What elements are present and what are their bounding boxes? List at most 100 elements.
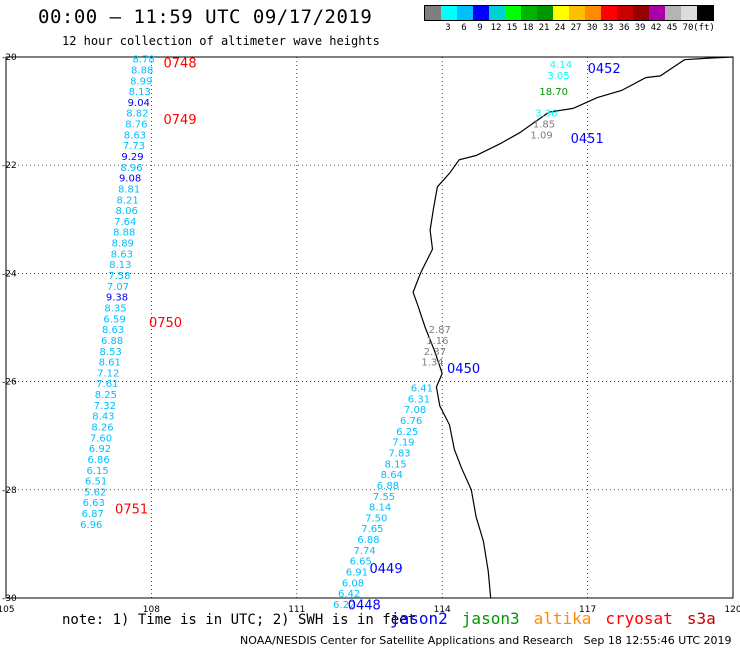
swh-value: 18.70 xyxy=(539,87,568,98)
legend-label: 12 xyxy=(490,23,502,33)
swh-value: 8.15 xyxy=(385,459,407,470)
swh-value: 6.25 xyxy=(396,427,418,438)
legend-swatch xyxy=(601,6,617,20)
footer-credit: NOAA/NESDIS Center for Satellite Applica… xyxy=(240,634,732,647)
swh-value: 1.34 xyxy=(421,358,443,369)
legend-swatch xyxy=(681,6,697,20)
pass-time-label: 0749 xyxy=(164,113,197,128)
legend-unit: (ft) xyxy=(693,23,715,33)
swh-value: 6.92 xyxy=(89,444,111,455)
legend-label: 9 xyxy=(477,23,483,33)
pass-time-label: 0750 xyxy=(149,316,182,331)
swh-value: 7.32 xyxy=(94,401,116,412)
swh-value: 8.61 xyxy=(99,358,121,369)
swh-value: 7.12 xyxy=(97,368,119,379)
legend-swatch xyxy=(537,6,553,20)
pass-time-label: 0450 xyxy=(447,362,480,377)
swh-value: 4.14 xyxy=(550,60,572,71)
swh-value: 6.22 xyxy=(333,600,355,611)
swh-value: 6.59 xyxy=(103,314,125,325)
swh-value: 6.63 xyxy=(83,498,105,509)
pass-time-label: 0448 xyxy=(348,598,381,613)
pass-time-label: 0748 xyxy=(164,56,197,71)
lat-tick-label: -26 xyxy=(2,378,17,388)
swh-value: 8.78 xyxy=(133,55,155,66)
swh-value: 8.88 xyxy=(113,228,135,239)
swh-value: 7.60 xyxy=(90,433,112,444)
legend-swatch xyxy=(505,6,521,20)
swh-value: 2.87 xyxy=(429,325,451,336)
lat-tick-label: -22 xyxy=(2,161,17,171)
map-frame xyxy=(5,56,734,599)
swh-value: 9.29 xyxy=(121,152,143,163)
legend-label: 39 xyxy=(634,23,646,33)
legend-label: 18 xyxy=(522,23,534,33)
swh-value: 7.73 xyxy=(123,141,145,152)
swh-value: 7.65 xyxy=(361,524,383,535)
swh-value: 6.86 xyxy=(87,455,109,466)
swh-value: 7.64 xyxy=(114,217,136,228)
lon-tick-label: 120 xyxy=(724,605,740,615)
legend-label: 70 xyxy=(682,23,694,33)
lat-tick-label: -30 xyxy=(2,594,17,604)
legend-swatch xyxy=(633,6,649,20)
swh-value: 6.08 xyxy=(342,578,364,589)
satellite-name: s3a xyxy=(686,609,716,628)
legend-swatch xyxy=(457,6,473,20)
swh-value: 1.16 xyxy=(426,336,448,347)
legend-label: 45 xyxy=(666,23,678,33)
lon-tick-label: 105 xyxy=(0,605,15,615)
swh-value: 6.31 xyxy=(408,394,430,405)
coastline xyxy=(412,56,734,599)
swh-value: 7.74 xyxy=(354,546,376,557)
swh-value: 8.13 xyxy=(129,87,151,98)
swh-value: 8.14 xyxy=(369,503,391,514)
swh-value: 8.81 xyxy=(118,184,140,195)
pass-time-label: 0451 xyxy=(571,132,604,147)
lon-tick-label: 114 xyxy=(434,605,451,615)
swh-value: 8.96 xyxy=(120,163,142,174)
lon-tick-label: 111 xyxy=(288,605,305,615)
legend-label: 21 xyxy=(538,23,550,33)
lon-tick-label: 117 xyxy=(579,605,596,615)
swh-value: 7.19 xyxy=(392,438,414,449)
legend-swatch xyxy=(553,6,569,20)
swh-value: 7.50 xyxy=(365,513,387,524)
swh-value: 8.21 xyxy=(117,195,139,206)
legend-label: 15 xyxy=(506,23,518,33)
legend-label: 33 xyxy=(602,23,614,33)
legend-swatch xyxy=(697,6,713,20)
swh-value: 8.63 xyxy=(124,130,146,141)
swh-value: 8.53 xyxy=(100,347,122,358)
legend-swatch xyxy=(441,6,457,20)
legend-label: 3 xyxy=(445,23,451,33)
swh-value: 6.65 xyxy=(350,557,372,568)
swh-value: 1.85 xyxy=(533,120,555,131)
swh-value: 6.15 xyxy=(86,466,108,477)
lat-tick-label: -28 xyxy=(2,486,17,496)
legend-swatch xyxy=(617,6,633,20)
legend-swatch xyxy=(665,6,681,20)
legend-swatch xyxy=(569,6,585,20)
swh-value: 7.08 xyxy=(404,405,426,416)
swh-value: 7.61 xyxy=(96,379,118,390)
legend-label: 42 xyxy=(650,23,662,33)
satellite-name: jason2 xyxy=(390,609,448,628)
legend-swatch xyxy=(489,6,505,20)
legend-swatch xyxy=(521,6,537,20)
swh-value: 8.99 xyxy=(130,76,152,87)
swh-value: 6.41 xyxy=(411,384,433,395)
swh-value: 8.88 xyxy=(131,65,153,76)
swh-value: 7.83 xyxy=(388,448,410,459)
lon-tick-label: 108 xyxy=(143,605,160,615)
swh-value: 6.51 xyxy=(85,477,107,488)
swh-value: 1.09 xyxy=(530,130,552,141)
map-subtitle: 12 hour collection of altimeter wave hei… xyxy=(62,34,380,48)
lat-tick-label: -20 xyxy=(2,53,17,63)
swh-value: 8.43 xyxy=(92,412,114,423)
swh-value: 6.76 xyxy=(400,416,422,427)
legend-label: 6 xyxy=(461,23,467,33)
footer-note: note: 1) Time is in UTC; 2) SWH is in fe… xyxy=(62,612,417,628)
satellite-name: altika xyxy=(533,609,592,628)
color-legend: 3 6 9 12 15 18 21 24 27 30 33 36 39 42 45 70 (ft) xyxy=(424,5,715,33)
